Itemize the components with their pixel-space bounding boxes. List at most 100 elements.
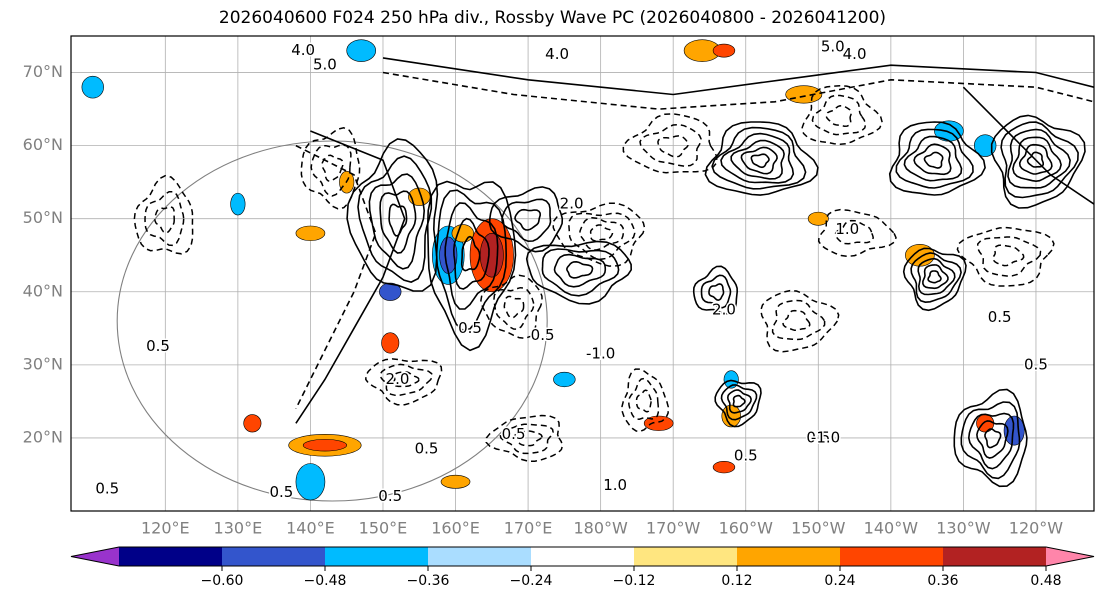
- contour-label: 1.0: [603, 476, 627, 494]
- colorbar-segment: [325, 547, 429, 566]
- contour-positive: [346, 138, 439, 292]
- contour-negative: [144, 190, 185, 247]
- contour-negative: [956, 226, 1055, 287]
- contour-positive: [922, 264, 949, 290]
- contour-label: 0.5: [734, 447, 758, 465]
- contour-positive: [426, 180, 517, 352]
- shaded-anomaly: [302, 439, 348, 452]
- lon-tick-label: 130°W: [936, 519, 991, 538]
- contour-positive: [902, 247, 967, 312]
- colorbar-tick-label: −0.36: [407, 573, 450, 589]
- contour-positive: [888, 121, 986, 196]
- lon-tick-label: 150°E: [359, 519, 408, 538]
- contour-positive: [553, 253, 607, 288]
- colorbar-segment: [943, 547, 1047, 566]
- lat-tick-label: 50°N: [23, 208, 63, 227]
- contour-negative: [503, 295, 525, 319]
- shaded-anomaly: [440, 474, 471, 489]
- lon-tick-label: 170°W: [646, 519, 701, 538]
- contour-positive: [368, 173, 426, 270]
- shaded-anomaly: [723, 370, 739, 389]
- contour-positive: [923, 151, 944, 169]
- shaded-anomaly: [346, 39, 377, 62]
- axes: 20°N 30°N 40°N 50°N 60°N 70°N 120°E 130°E 140°E 1…: [23, 62, 1064, 537]
- colorbar-tick-label: −0.48: [304, 573, 347, 589]
- contour-positive: [895, 128, 974, 189]
- colorbar-segment: [737, 547, 841, 566]
- shaded-anomaly: [381, 332, 400, 354]
- contour-negative: [589, 224, 614, 242]
- colorbar-segment: [531, 547, 635, 566]
- lat-tick-label: 40°N: [23, 281, 63, 300]
- shaded-anomaly: [81, 75, 104, 99]
- shaded-anomaly: [553, 371, 576, 388]
- contour-negative: [514, 430, 543, 447]
- lat-tick-label: 70°N: [23, 62, 63, 81]
- contour-negative: [568, 212, 636, 261]
- contour-positive: [704, 121, 819, 196]
- contour-positive: [720, 384, 758, 421]
- colorbar-tick-label: 0.12: [721, 573, 752, 589]
- contour-band: [962, 86, 1094, 205]
- contour-positive: [913, 143, 952, 176]
- lon-tick-label: 160°W: [719, 519, 774, 538]
- shaded-anomaly: [905, 243, 935, 267]
- contour-positive: [953, 388, 1028, 488]
- contour-positive: [379, 190, 417, 254]
- contour-positive: [460, 235, 481, 272]
- lon-tick-label: 140°E: [286, 519, 335, 538]
- lat-tick-label: 30°N: [23, 354, 63, 373]
- colorbar-tick-label: −0.24: [510, 573, 553, 589]
- contour-positive: [917, 257, 956, 296]
- contour-label: 2.0: [386, 370, 410, 388]
- plot-frame: [70, 35, 1095, 512]
- lon-tick-label: 120°W: [1009, 519, 1064, 538]
- shaded-anomaly: [785, 85, 823, 104]
- contour-label: 0.5: [531, 326, 555, 344]
- shaded-anomaly: [230, 192, 246, 216]
- contour-label: 0.5: [806, 428, 830, 446]
- chart-title: 2026040600 F024 250 hPa div., Rossby Wav…: [218, 8, 887, 28]
- contour-band: [382, 57, 1094, 96]
- contour-positive: [708, 283, 725, 302]
- contour-band: [382, 71, 1094, 110]
- shaded-anomaly: [379, 282, 402, 301]
- contour-negative: [811, 94, 867, 136]
- colorbar: −0.60 −0.48 −0.36 −0.24 −0.12 0.12 0.24 0.36 0.4…: [70, 546, 1095, 589]
- lon-tick-label: 120°E: [141, 519, 190, 538]
- contour-positive: [488, 186, 564, 253]
- contour-band: [295, 130, 406, 424]
- contour-negative: [817, 208, 897, 258]
- contour-negative: [782, 309, 811, 331]
- contour-label: 4.0: [545, 45, 569, 63]
- colorbar-segment: [222, 547, 326, 566]
- contour-negative: [480, 274, 543, 340]
- contour-positive: [732, 394, 746, 408]
- shaded-anomaly: [408, 187, 431, 206]
- colorbar-segment: [119, 547, 223, 566]
- contour-negative: [657, 135, 689, 158]
- contour-label: 5.0: [313, 56, 337, 74]
- contour-negative: [493, 286, 535, 330]
- shaded-anomaly: [721, 404, 741, 428]
- contour-label: 0.5: [502, 425, 526, 443]
- contour-negative: [771, 299, 826, 341]
- plot-area: 4.05.04.0 5.04.02.01.02.00.50.5 0.5-1.02.0…: [71, 36, 1094, 511]
- shaded-anomaly: [295, 463, 326, 501]
- contour-negative: [310, 144, 352, 197]
- contour-label: 0.5: [988, 308, 1012, 326]
- contour-negative: [499, 423, 554, 455]
- contour-positive: [990, 114, 1086, 209]
- contour-negative: [825, 105, 853, 127]
- contour-positive: [1012, 136, 1062, 183]
- colorbar-tick-label: 0.48: [1030, 573, 1061, 589]
- contour-band: [295, 144, 377, 410]
- contour-positive: [501, 198, 552, 243]
- lon-tick-label: 170°E: [504, 519, 553, 538]
- shaded-anomaly: [807, 211, 829, 226]
- colorbar-tick-label: 0.36: [927, 573, 958, 589]
- contour-positive: [566, 260, 594, 279]
- lon-tick-label: 160°E: [431, 519, 480, 538]
- contour-positive: [1000, 121, 1079, 199]
